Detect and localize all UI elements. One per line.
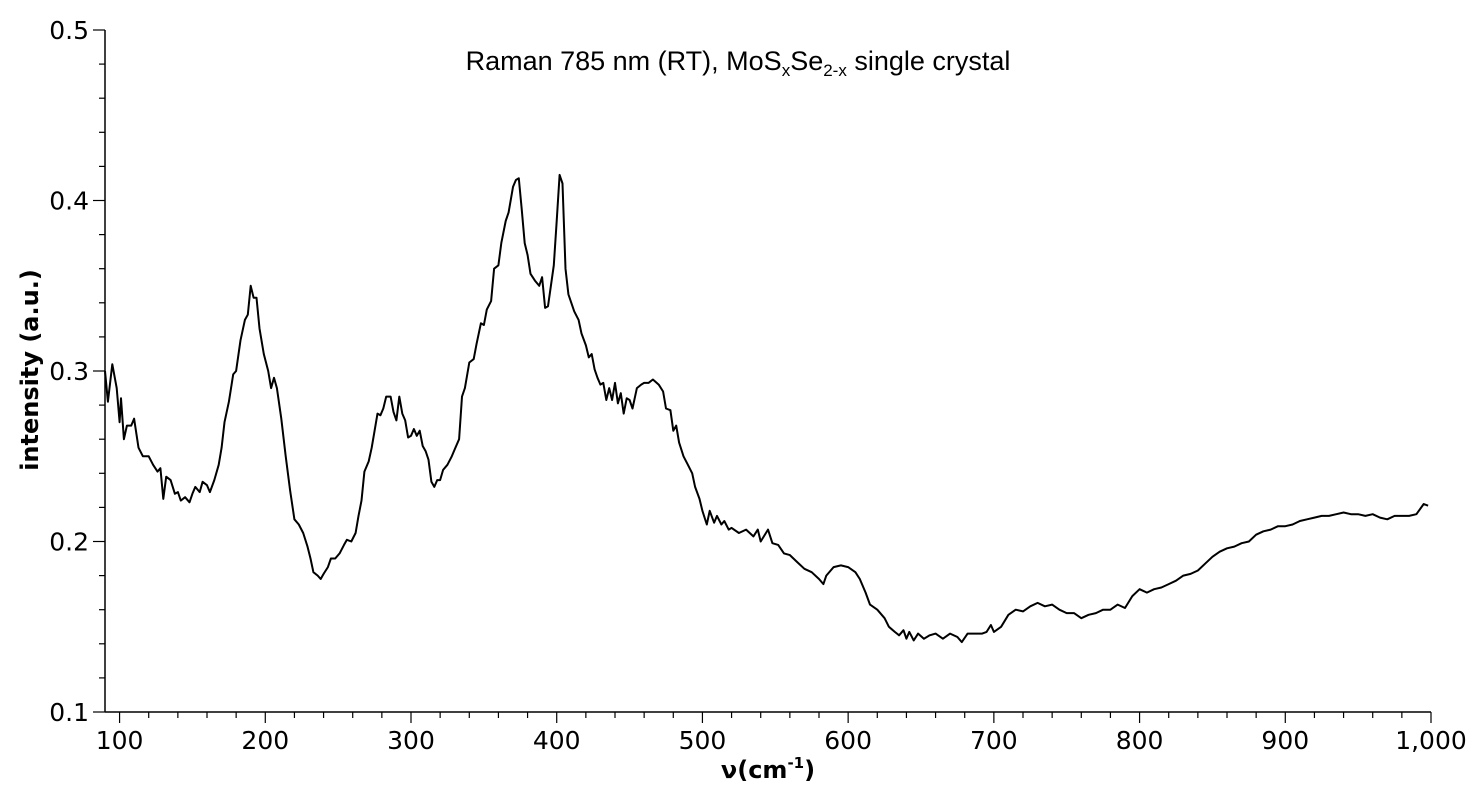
x-tick-label: 200 <box>241 726 289 755</box>
x-axis-title: ν(cm-1) <box>721 754 815 784</box>
tick-labels: 100 200 300 400 500 600 700 800 900 1,000 0.1 0.2 0.… <box>49 16 1467 755</box>
y-tick-label: 0.3 <box>49 357 89 386</box>
y-tick-label: 0.4 <box>49 187 89 216</box>
y-tick-label: 0.1 <box>49 698 89 727</box>
axes <box>93 29 1432 723</box>
chart-title: Raman 785 nm (RT), MoSxSe2-x single crys… <box>466 46 1011 80</box>
x-tick-label: 600 <box>824 726 872 755</box>
x-tick-label: 500 <box>679 726 727 755</box>
y-tick-label: 0.5 <box>49 16 89 45</box>
spectrum-line <box>104 173 1429 644</box>
x-tick-label: 800 <box>1116 726 1164 755</box>
x-tick-label: 100 <box>96 726 144 755</box>
x-tick-label: 900 <box>1261 726 1309 755</box>
y-axis-title: intensity (a.u.) <box>16 269 44 471</box>
y-tick-label: 0.2 <box>49 528 89 557</box>
x-tick-label: 700 <box>970 726 1018 755</box>
x-tick-label: 1,000 <box>1395 726 1467 755</box>
x-tick-label: 300 <box>387 726 435 755</box>
x-tick-label: 400 <box>533 726 581 755</box>
